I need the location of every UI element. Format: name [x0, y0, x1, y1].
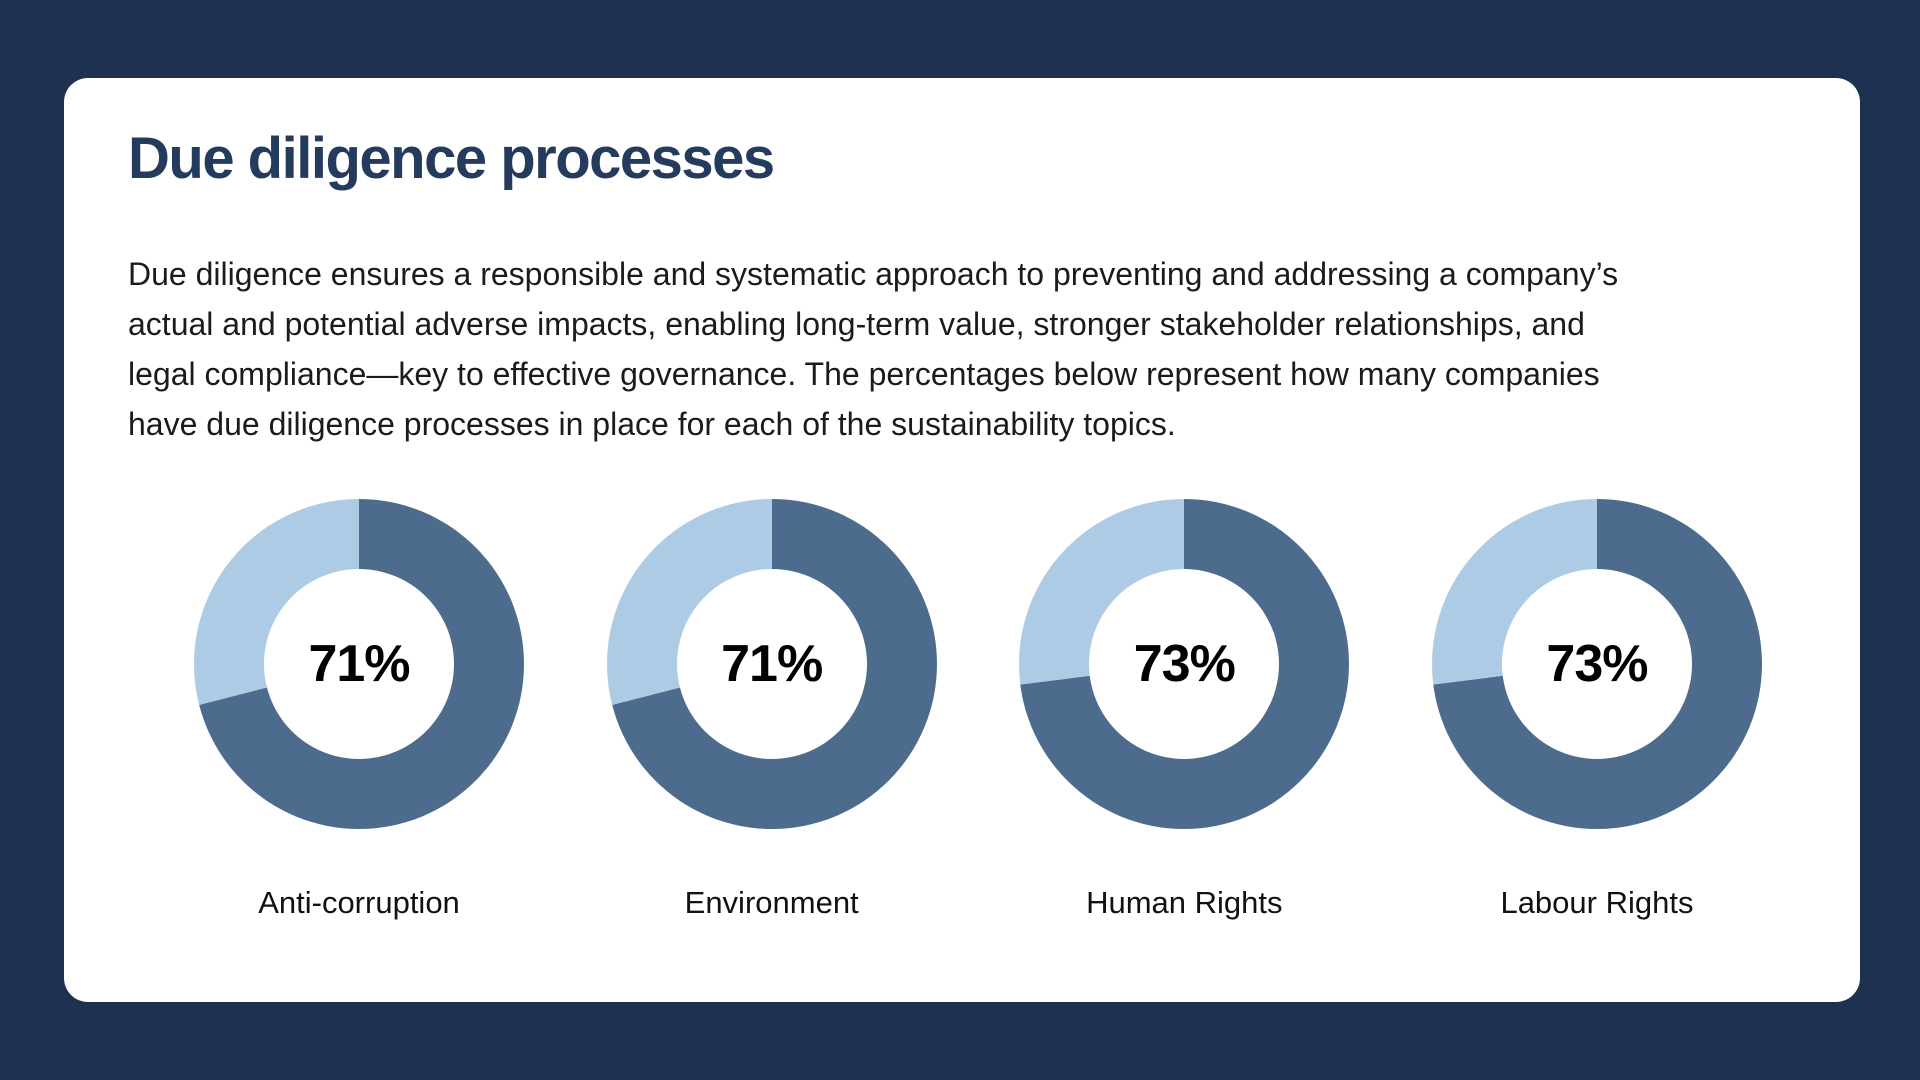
- donut-chart-human-rights: 73% Human Rights: [1019, 499, 1350, 921]
- content-card: Due diligence processes Due diligence en…: [64, 78, 1860, 1002]
- donut-category-label: Human Rights: [1086, 885, 1283, 920]
- donut-value-label: 71%: [308, 635, 410, 693]
- donut-hole: 71%: [676, 569, 867, 759]
- donut-category-label: Labour Rights: [1500, 885, 1694, 920]
- donut-chart-row: 71% Anti-corruption 71% Environment 73% …: [194, 499, 1762, 921]
- donut-value-label: 71%: [721, 635, 823, 693]
- donut-hole: 73%: [1501, 569, 1692, 759]
- donut-ring-environment: 71%: [606, 499, 937, 829]
- donut-hole: 71%: [264, 569, 454, 759]
- donut-hole: 73%: [1089, 569, 1280, 759]
- donut-value-label: 73%: [1546, 635, 1648, 693]
- donut-chart-labour-rights: 73% Labour Rights: [1431, 499, 1762, 921]
- donut-category-label: Anti-corruption: [258, 885, 460, 920]
- donut-ring-anti-corruption: 71%: [194, 499, 524, 829]
- donut-chart-environment: 71% Environment: [606, 499, 937, 921]
- donut-ring-labour-rights: 73%: [1431, 499, 1762, 829]
- donut-ring-human-rights: 73%: [1019, 499, 1350, 829]
- donut-value-label: 73%: [1133, 635, 1236, 693]
- donut-chart-anti-corruption: 71% Anti-corruption: [194, 499, 524, 921]
- description-paragraph: Due diligence ensures a responsible and …: [128, 256, 1619, 442]
- page-title: Due diligence processes: [128, 126, 775, 191]
- donut-category-label: Environment: [684, 885, 859, 920]
